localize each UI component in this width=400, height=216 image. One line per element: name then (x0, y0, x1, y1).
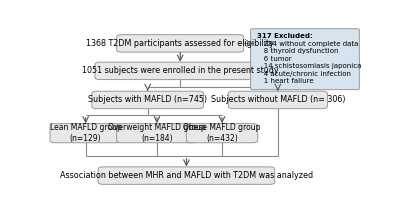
Text: Subjects without MAFLD (n= 306): Subjects without MAFLD (n= 306) (211, 95, 345, 104)
Text: 8 thyroid dysfunction: 8 thyroid dysfunction (257, 48, 338, 54)
FancyBboxPatch shape (228, 91, 328, 109)
Text: 14 schistosomiasis japonica: 14 schistosomiasis japonica (257, 63, 361, 69)
FancyBboxPatch shape (50, 124, 121, 143)
Text: 317 Excluded:: 317 Excluded: (257, 33, 312, 39)
Text: Overweight MAFLD group
(n=184): Overweight MAFLD group (n=184) (108, 124, 206, 143)
Text: 1051 subjects were enrolled in the present study: 1051 subjects were enrolled in the prese… (82, 66, 278, 75)
FancyBboxPatch shape (250, 29, 359, 90)
FancyBboxPatch shape (92, 91, 204, 109)
FancyBboxPatch shape (186, 124, 258, 143)
Text: Association between MHR and MAFLD with T2DM was analyzed: Association between MHR and MAFLD with T… (60, 171, 313, 180)
Text: Lean MAFLD group
(n=129): Lean MAFLD group (n=129) (50, 124, 122, 143)
FancyBboxPatch shape (98, 167, 275, 184)
Text: 1368 T2DM participants assessed for eligibility: 1368 T2DM participants assessed for elig… (86, 39, 274, 48)
FancyBboxPatch shape (117, 124, 197, 143)
Text: Obese MAFLD group
(n=432): Obese MAFLD group (n=432) (183, 124, 261, 143)
FancyBboxPatch shape (117, 35, 244, 52)
FancyBboxPatch shape (95, 62, 266, 79)
Text: Subjects with MAFLD (n=745): Subjects with MAFLD (n=745) (88, 95, 207, 104)
Text: 4 acute/chronic infection: 4 acute/chronic infection (257, 71, 351, 77)
Text: 1 heart failure: 1 heart failure (257, 78, 313, 84)
Text: 284 without complete data: 284 without complete data (257, 41, 358, 47)
Text: 6 tumor: 6 tumor (257, 56, 291, 62)
